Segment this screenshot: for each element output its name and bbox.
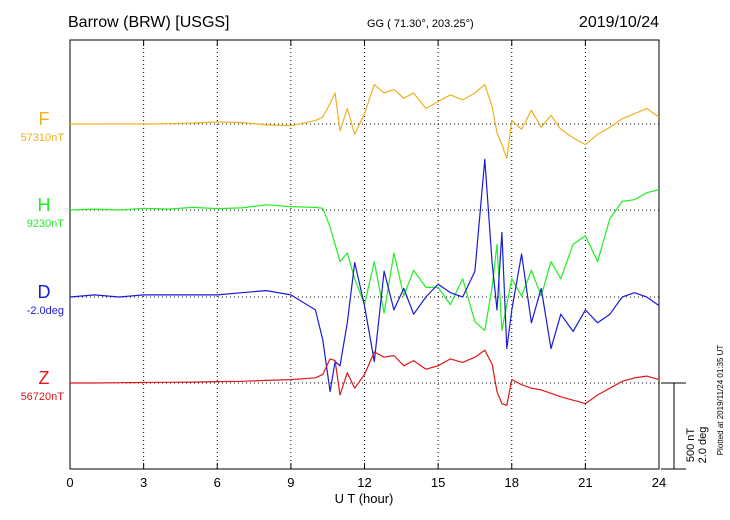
component-baseline-z: 56720nT: [21, 391, 65, 403]
grid: [143, 40, 586, 469]
x-tick-label: 24: [652, 475, 666, 490]
scale-nt-label: 500 nT: [685, 428, 697, 463]
x-tick-label: 9: [287, 475, 294, 490]
x-axis-ticks: 0 3 6 9 12 15 18 21 24: [66, 40, 666, 490]
component-baseline-d: -2.0deg: [27, 305, 64, 317]
x-tick-label: 15: [431, 475, 445, 490]
station-coords: GG ( 71.30°, 203.25°): [367, 18, 474, 30]
series-line-d: [69, 158, 660, 393]
x-tick-label: 21: [578, 475, 592, 490]
component-name-z: Z: [39, 368, 50, 388]
component-baseline-h: 9230nT: [27, 218, 65, 230]
component-labels: F 57310nT H 9230nT D -2.0deg Z 56720nT: [21, 109, 65, 403]
date-label: 2019/10/24: [579, 14, 659, 31]
component-name-d: D: [38, 282, 51, 302]
station-title: Barrow (BRW) [USGS]: [68, 14, 230, 31]
series-lines: [69, 83, 660, 406]
component-baseline-f: 57310nT: [21, 132, 65, 144]
component-name-h: H: [38, 195, 51, 215]
plotted-timestamp: Plotted at 2019/11/24 01:35 UT: [716, 345, 725, 456]
x-tick-label: 0: [66, 475, 73, 490]
x-tick-label: 12: [357, 475, 371, 490]
series-line-z: [70, 349, 660, 406]
component-name-f: F: [39, 109, 50, 129]
x-tick-label: 18: [505, 475, 519, 490]
series-line-f: [70, 83, 660, 159]
x-tick-label: 6: [214, 475, 221, 490]
x-axis-label: U T (hour): [335, 491, 394, 506]
series-line-h: [69, 188, 660, 331]
x-tick-label: 3: [140, 475, 147, 490]
scale-deg-label: 2.0 deg: [697, 427, 709, 464]
